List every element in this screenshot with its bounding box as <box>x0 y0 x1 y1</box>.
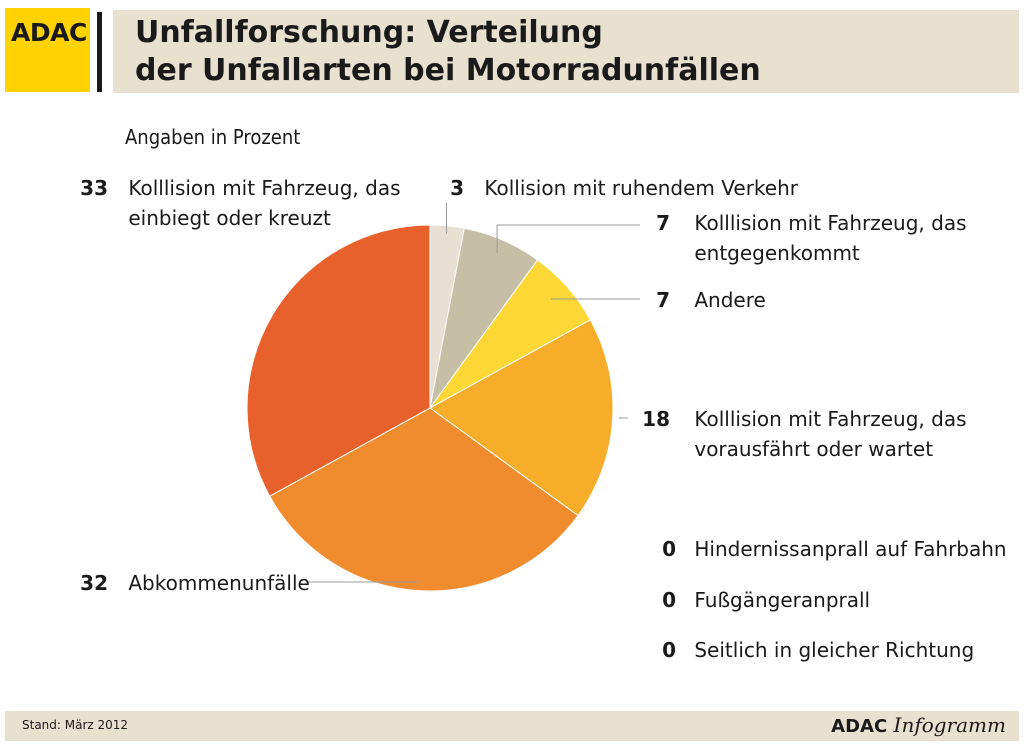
footer-stand: Stand: März 2012 <box>22 718 129 732</box>
value-label: 7 <box>656 288 670 312</box>
label-ruhend: 3 Kollision mit ruhendem Verkehr <box>440 173 798 203</box>
value-label: 7 <box>656 211 670 235</box>
value-label: 0 <box>662 588 676 612</box>
category-label: Fußgängeranprall <box>694 588 871 612</box>
footer-brand-bold: ADAC <box>831 716 888 737</box>
leader-line-entgegen <box>496 224 640 253</box>
label-vorausfaehrt: 18 Kolllision mit Fahrzeug, das vorausfä… <box>635 404 984 464</box>
value-label: 18 <box>642 407 670 431</box>
footer-brand: ADAC Infogramm <box>831 713 1006 737</box>
category-label: Andere <box>694 288 766 312</box>
label-abkommen: 32 Abkommenunfälle <box>78 568 310 598</box>
logo-divider <box>97 12 102 92</box>
category-label: Seitlich in gleicher Richtung <box>694 638 975 662</box>
label-seitlich: 0 Seitlich in gleicher Richtung <box>646 635 974 665</box>
adac-logo: ADAC <box>5 8 90 92</box>
chart-subtitle: Angaben in Prozent <box>125 125 301 149</box>
pie-slice <box>429 319 614 517</box>
value-label: 32 <box>80 571 108 595</box>
category-label: Kolllision mit Fahrzeug, das einbiegt od… <box>128 176 401 230</box>
footer-brand-italic: Infogramm <box>893 713 1006 737</box>
pie-slices <box>246 224 614 592</box>
label-entgegen: 7 Kolllision mit Fahrzeug, das entgegenk… <box>646 208 984 268</box>
category-label: Kolllision mit Fahrzeug, das entgegenkom… <box>694 211 967 265</box>
value-label: 0 <box>662 537 676 561</box>
chart-title-line-2: der Unfallarten bei Motorradunfällen <box>135 53 761 88</box>
value-label: 3 <box>450 176 464 200</box>
category-label: Hindernissanprall auf Fahrbahn <box>694 537 1007 561</box>
pie-slice <box>246 224 431 497</box>
label-hindernis: 0 Hindernissanprall auf Fahrbahn <box>646 534 1007 564</box>
category-label: Abkommenunfälle <box>128 571 310 595</box>
pie-slice <box>268 407 579 592</box>
chart-title-line-1: Unfallforschung: Verteilung <box>135 15 603 50</box>
title-band: Unfallforschung: Verteilung der Unfallar… <box>113 10 1019 93</box>
leader-lines <box>306 203 640 583</box>
value-label: 33 <box>80 176 108 200</box>
category-label: Kolllision mit Fahrzeug, das vorausfährt… <box>694 407 967 461</box>
label-fussgaenger: 0 Fußgängeranprall <box>646 585 870 615</box>
label-einbiegt: 33 Kolllision mit Fahrzeug, das einbiegt… <box>78 173 428 233</box>
category-label: Kollision mit ruhendem Verkehr <box>484 176 798 200</box>
value-label: 0 <box>662 638 676 662</box>
footer-band <box>5 711 1019 741</box>
label-andere: 7 Andere <box>646 285 766 315</box>
